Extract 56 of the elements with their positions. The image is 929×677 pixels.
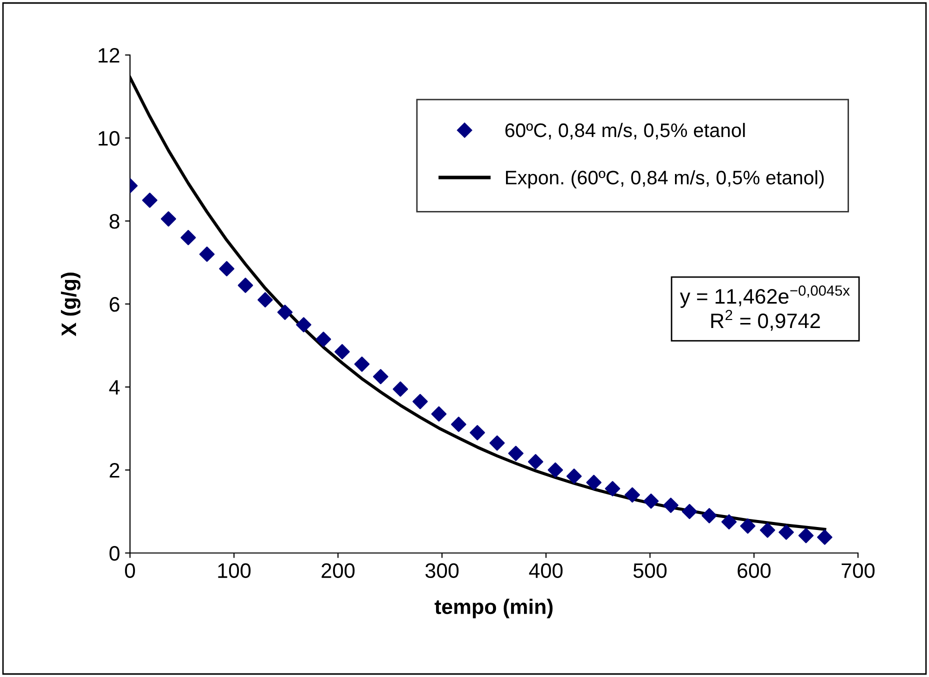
point	[142, 192, 158, 208]
point	[238, 278, 254, 293]
x-tick-label: 300	[425, 563, 459, 578]
point	[817, 530, 832, 545]
x-tick-label: 100	[218, 563, 251, 578]
point	[643, 493, 659, 509]
y-tick-label: 12	[98, 48, 120, 63]
y-tick-label: 4	[109, 380, 120, 395]
point	[431, 406, 447, 422]
x-tick-label: 700	[842, 563, 875, 578]
point	[624, 487, 640, 503]
y-tick-label: 10	[98, 131, 120, 146]
point	[528, 454, 544, 470]
point	[392, 381, 408, 397]
x-tick-label: 200	[322, 563, 355, 578]
y-tick-label: 0	[110, 546, 120, 561]
point	[334, 344, 350, 360]
x-tick-label: 600	[738, 563, 771, 578]
y-tick-label: 6	[110, 297, 120, 312]
point	[566, 468, 582, 484]
point	[160, 211, 176, 227]
point	[702, 508, 717, 524]
point	[412, 394, 428, 410]
point	[354, 356, 370, 372]
point	[682, 504, 698, 520]
point	[470, 425, 485, 440]
point	[778, 524, 794, 540]
point	[721, 514, 737, 530]
y-tick-label: 2	[110, 463, 120, 478]
point	[373, 368, 388, 384]
legend-label: 60ºC, 0,84 m/s, 0,5% etanol	[505, 122, 745, 140]
point	[663, 498, 678, 513]
point	[258, 292, 273, 308]
legend-label: Expon. (60ºC, 0,84 m/s, 0,5% etanol)	[506, 170, 824, 188]
y-axis-title: X (g/g)	[60, 272, 80, 336]
point	[586, 474, 602, 490]
point	[548, 462, 563, 478]
point	[199, 246, 215, 262]
point	[740, 518, 756, 534]
point	[604, 481, 620, 496]
point	[277, 304, 293, 320]
y-tick-label: 8	[110, 214, 120, 229]
point	[296, 317, 312, 332]
point	[451, 416, 466, 432]
point	[760, 522, 776, 538]
point	[489, 435, 505, 451]
x-tick-label: 0	[125, 563, 135, 578]
x-axis-title: tempo (min)	[434, 598, 553, 618]
x-tick-label: 400	[529, 563, 563, 578]
x-tick-label: 500	[633, 563, 667, 578]
point	[508, 446, 524, 462]
point	[798, 528, 814, 544]
point	[180, 230, 196, 246]
point	[316, 332, 332, 347]
point	[219, 261, 234, 276]
text: y = 11,462e$^{−0,0045x}$ R$^{2}$ = 0,9742	[680, 285, 850, 331]
